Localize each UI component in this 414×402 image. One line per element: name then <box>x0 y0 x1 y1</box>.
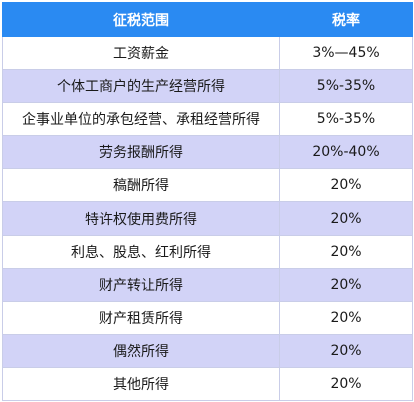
rate-cell: 20% <box>279 366 413 402</box>
table-row: 稿酬所得 20% <box>2 168 413 203</box>
scope-cell: 财产转让所得 <box>2 267 280 302</box>
rate-cell: 3%—45% <box>279 35 413 71</box>
rate-cell: 20% <box>279 234 413 269</box>
header-scope: 征税范围 <box>2 2 280 37</box>
table-row: 偶然所得 20% <box>2 333 413 368</box>
rate-cell: 20% <box>279 300 413 335</box>
scope-cell: 偶然所得 <box>2 333 280 368</box>
rate-cell: 5%-35% <box>279 102 413 137</box>
rate-cell: 20% <box>279 201 413 236</box>
table-row: 工资薪金 3%—45% <box>2 35 413 71</box>
rate-cell: 20%-40% <box>279 135 413 170</box>
table-row: 其他所得 20% <box>2 366 413 402</box>
rate-cell: 20% <box>279 333 413 368</box>
scope-cell: 企事业单位的承包经营、承租经营所得 <box>2 102 280 137</box>
scope-cell: 个体工商户的生产经营所得 <box>2 69 280 104</box>
rate-cell: 20% <box>279 168 413 203</box>
table-row: 个体工商户的生产经营所得 5%-35% <box>2 69 413 104</box>
table-row: 劳务报酬所得 20%-40% <box>2 135 413 170</box>
scope-cell: 稿酬所得 <box>2 168 280 203</box>
table-row: 企事业单位的承包经营、承租经营所得 5%-35% <box>2 102 413 137</box>
scope-cell: 利息、股息、红利所得 <box>2 234 280 269</box>
scope-cell: 特许权使用费所得 <box>2 201 280 236</box>
scope-cell: 工资薪金 <box>2 35 280 71</box>
table-row: 特许权使用费所得 20% <box>2 201 413 236</box>
scope-cell: 财产租赁所得 <box>2 300 280 335</box>
table-row: 财产转让所得 20% <box>2 267 413 302</box>
scope-cell: 劳务报酬所得 <box>2 135 280 170</box>
scope-cell: 其他所得 <box>2 366 280 402</box>
table-row: 利息、股息、红利所得 20% <box>2 234 413 269</box>
table-header-row: 征税范围 税率 <box>2 2 413 37</box>
header-rate: 税率 <box>279 2 413 37</box>
table-row: 财产租赁所得 20% <box>2 300 413 335</box>
rate-cell: 5%-35% <box>279 69 413 104</box>
rate-cell: 20% <box>279 267 413 302</box>
